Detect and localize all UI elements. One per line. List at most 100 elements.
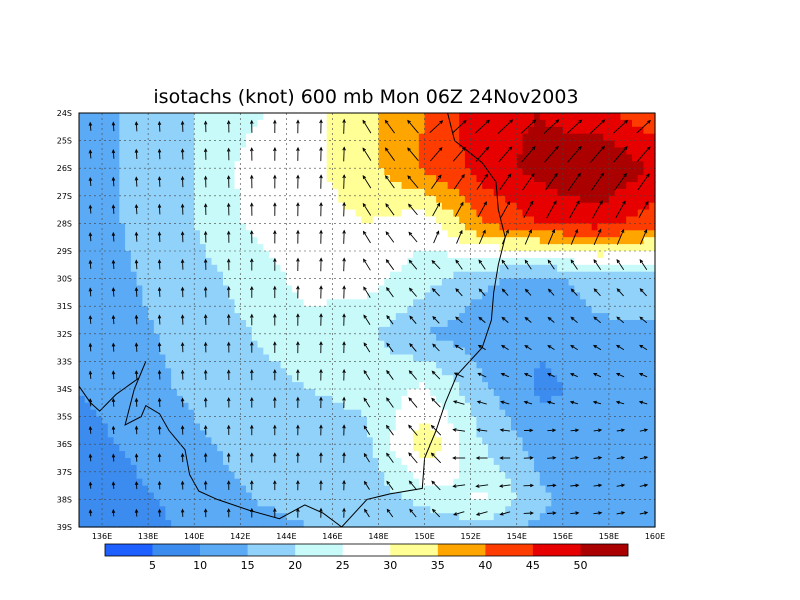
field-cell: [522, 458, 529, 466]
field-cell: [148, 395, 155, 404]
field-cell: [280, 389, 287, 397]
field-cell: [223, 361, 230, 369]
field-cell: [228, 409, 236, 418]
field-cell: [153, 119, 161, 128]
field-cell: [539, 161, 547, 169]
field-cell: [303, 485, 310, 494]
field-cell: [320, 347, 328, 356]
field-cell: [125, 458, 132, 466]
field-cell: [482, 313, 489, 321]
field-cell: [176, 306, 184, 314]
field-cell: [326, 140, 334, 149]
field-cell: [401, 244, 408, 252]
field-cell: [251, 485, 259, 494]
field-cell: [136, 395, 143, 404]
field-cell: [401, 251, 408, 259]
field-cell: [217, 195, 224, 204]
field-cell: [309, 382, 316, 390]
field-cell: [274, 492, 282, 500]
field-cell: [453, 251, 460, 259]
field-cell: [343, 368, 351, 376]
field-cell: [407, 271, 414, 280]
field-cell: [303, 195, 310, 204]
field-cell: [159, 458, 166, 466]
field-cell: [194, 333, 201, 342]
field-cell: [286, 409, 293, 418]
field-cell: [355, 154, 362, 162]
field-cell: [395, 416, 403, 425]
field-cell: [274, 478, 282, 487]
field-cell: [424, 320, 431, 328]
field-cell: [188, 264, 195, 273]
field-cell: [223, 306, 230, 314]
field-cell: [130, 485, 138, 494]
field-cell: [251, 119, 259, 128]
field-cell: [182, 347, 190, 356]
field-cell: [240, 520, 247, 528]
field-cell: [470, 154, 478, 162]
field-cell: [516, 223, 524, 231]
field-cell: [551, 506, 558, 514]
field-cell: [493, 251, 501, 259]
field-cell: [263, 347, 270, 356]
field-cell: [182, 313, 190, 321]
field-cell: [159, 471, 166, 480]
field-cell: [136, 416, 143, 425]
field-cell: [401, 202, 408, 211]
field-cell: [188, 161, 195, 169]
field-cell: [182, 119, 190, 128]
field-cell: [436, 223, 443, 231]
field-cell: [107, 347, 115, 356]
field-cell: [361, 126, 368, 135]
field-cell: [320, 271, 328, 280]
field-cell: [119, 520, 126, 528]
field-cell: [487, 126, 495, 135]
field-cell: [165, 168, 172, 176]
field-cell: [309, 299, 316, 307]
field-cell: [257, 223, 264, 231]
field-cell: [205, 188, 213, 197]
field-cell: [372, 437, 380, 445]
field-cell: [470, 237, 478, 245]
field-cell: [487, 416, 495, 425]
field-cell: [136, 520, 143, 528]
field-cell: [522, 251, 529, 259]
field-cell: [320, 202, 328, 211]
field-cell: [228, 347, 236, 356]
field-cell: [401, 313, 408, 321]
field-cell: [280, 306, 287, 314]
field-cell: [476, 416, 483, 425]
field-cell: [113, 175, 120, 183]
field-cell: [338, 251, 345, 259]
field-cell: [476, 244, 483, 252]
field-cell: [223, 513, 230, 521]
field-cell: [130, 216, 138, 224]
field-cell: [159, 423, 166, 431]
field-cell: [297, 520, 305, 528]
field-cell: [516, 278, 524, 287]
field-cell: [228, 499, 236, 507]
field-cell: [90, 464, 97, 473]
field-cell: [545, 326, 552, 335]
field-cell: [395, 423, 403, 431]
field-cell: [418, 354, 426, 362]
field-cell: [211, 347, 218, 356]
field-cell: [493, 492, 501, 500]
field-cell: [246, 237, 253, 245]
field-cell: [246, 285, 253, 293]
field-cell: [142, 182, 149, 190]
field-cell: [390, 251, 397, 259]
field-cell: [119, 333, 126, 342]
field-cell: [96, 478, 103, 487]
field-cell: [246, 485, 253, 494]
field-cell: [234, 458, 241, 466]
field-cell: [551, 299, 558, 307]
field-cell: [557, 209, 564, 218]
field-cell: [234, 209, 241, 218]
field-cell: [130, 382, 138, 390]
field-cell: [199, 458, 207, 466]
field-cell: [407, 347, 414, 356]
field-cell: [182, 520, 190, 528]
field-cell: [401, 147, 408, 155]
field-cell: [257, 451, 264, 459]
